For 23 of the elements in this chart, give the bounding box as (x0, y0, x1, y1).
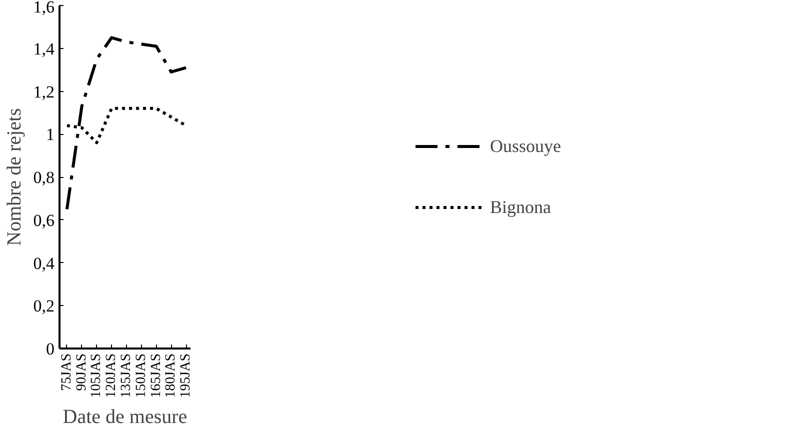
x-tick-label: 165JAS (148, 353, 164, 398)
y-tick-label: 1,6 (33, 0, 54, 16)
legend-label: Bignona (490, 196, 551, 218)
y-tick-label: 1,2 (33, 82, 54, 102)
y-tick-label: 1 (46, 125, 54, 144)
line-series (65, 36, 188, 211)
x-tick-label: 105JAS (89, 353, 104, 398)
x-axis-title: Date de mesure (62, 406, 188, 428)
x-tick-label: 120JAS (104, 353, 120, 398)
x-tick-label: 180JAS (164, 353, 179, 398)
legend-label: Oussouye (490, 136, 561, 156)
x-tick-label: 75JAS (59, 353, 74, 391)
y-tick-label: 0 (46, 340, 54, 358)
y-tick-label: 0,2 (33, 296, 54, 316)
y-tick-label: 0,6 (33, 210, 54, 230)
y-tick-label: 0,8 (33, 168, 54, 187)
y-tick-label: 0,4 (33, 254, 55, 273)
y-tick-label: 1,4 (33, 39, 55, 58)
x-tick-label: 90JAS (74, 353, 90, 391)
x-tick-label: 135JAS (118, 353, 134, 398)
x-tick-label: 195JAS (178, 353, 194, 398)
x-tick-label: 150JAS (134, 353, 149, 398)
y-axis-title: Nombre de rejets (3, 108, 26, 246)
